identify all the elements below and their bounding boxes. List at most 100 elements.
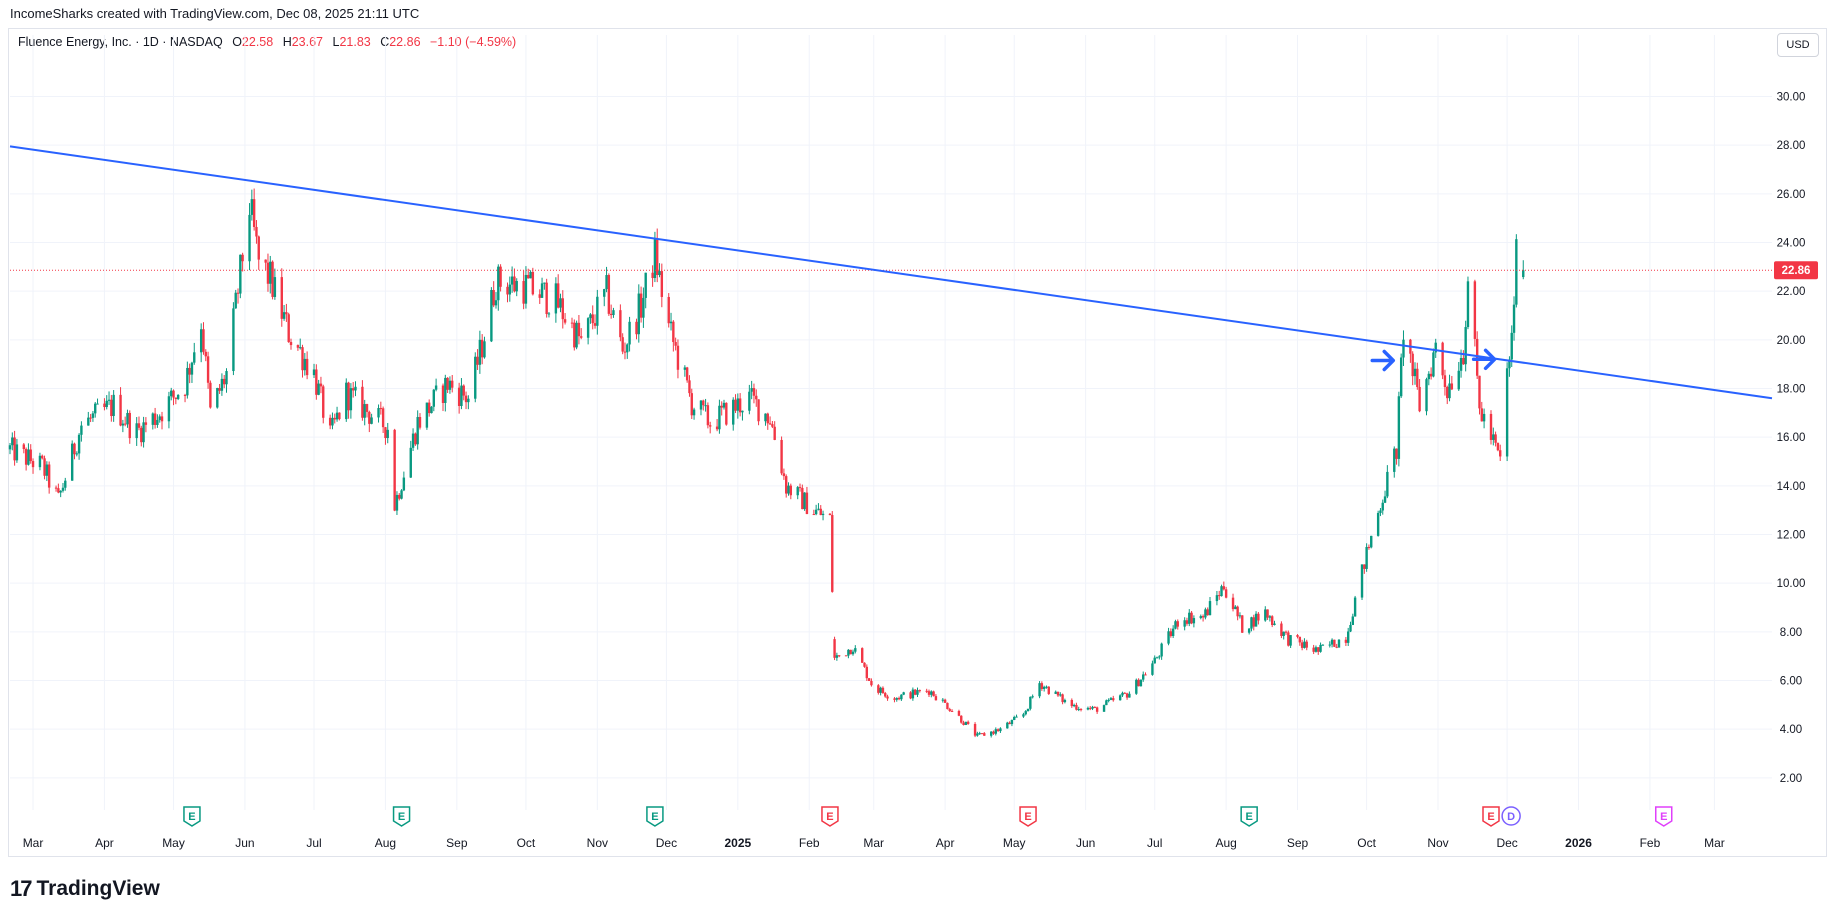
candle-body (345, 382, 348, 420)
candle-body (266, 262, 270, 284)
candle-body (296, 345, 300, 348)
earnings-marker-label: E (1487, 811, 1494, 823)
x-tick-label: Sep (1287, 836, 1309, 850)
candle-body (457, 387, 461, 406)
candle-body (1282, 631, 1285, 636)
tradingview-logo[interactable]: 17 TradingView (10, 876, 160, 902)
candle-body (948, 709, 951, 711)
symbol-description[interactable]: Fluence Energy, Inc. · 1D · NASDAQ (18, 35, 223, 49)
candlestick-series (8, 188, 1525, 738)
candle-body (515, 281, 518, 292)
candle-body (667, 296, 670, 324)
candle-body (271, 261, 274, 297)
earnings-marker-label: E (1660, 811, 1667, 823)
candle-body (38, 455, 42, 468)
x-tick-label: Oct (517, 836, 536, 850)
candle-body (80, 425, 83, 435)
candle-body (1432, 352, 1435, 377)
candle-body (170, 390, 173, 397)
candle-body (1393, 448, 1396, 472)
candle-body (773, 426, 776, 440)
currency-button[interactable]: USD (1777, 33, 1819, 57)
candle-body (1125, 693, 1129, 698)
candle-body (335, 412, 339, 420)
candle-body (596, 296, 599, 326)
x-tick-label: 2025 (724, 836, 751, 850)
candle-body (441, 385, 445, 403)
candle-body (1241, 615, 1244, 633)
candle-body (1448, 383, 1451, 399)
candle-body (886, 696, 889, 699)
candle-body (160, 416, 164, 422)
candle-body (909, 692, 912, 699)
candle-body (128, 412, 131, 439)
candle-body (766, 413, 769, 424)
earnings-marker-shape (183, 806, 201, 827)
candle-body (89, 417, 92, 419)
candle-body (1031, 696, 1034, 698)
earnings-marker-shape (1240, 806, 1258, 827)
candle-body (1171, 628, 1175, 637)
candle-body (1158, 656, 1161, 658)
candle-body (877, 685, 880, 693)
candle-body (434, 385, 438, 390)
candle-body (13, 437, 16, 461)
candle-body (363, 404, 366, 418)
candle-body (1319, 644, 1322, 652)
candle-body (1142, 674, 1145, 680)
candle-body (492, 290, 495, 306)
close-label: C (380, 35, 390, 49)
candle-body (831, 515, 834, 592)
candle-body (1337, 639, 1341, 648)
candle-body (220, 378, 224, 391)
candle-body (916, 690, 919, 695)
candle-body (1464, 327, 1467, 365)
candle-body (918, 690, 921, 692)
candle-body (446, 377, 449, 390)
candle-body (755, 395, 758, 400)
candle-body (460, 385, 463, 406)
candle-body (402, 477, 406, 491)
candle-body (930, 691, 933, 695)
candle-body (1040, 683, 1044, 689)
candle-body (1155, 657, 1159, 659)
x-tick-label: Jul (1147, 836, 1162, 850)
candle-body (1492, 434, 1495, 440)
candle-body (545, 282, 548, 315)
candle-body (1089, 707, 1092, 709)
candle-body (354, 386, 357, 391)
candle-body (768, 423, 772, 425)
candle-body (188, 367, 191, 375)
candle-body (1190, 612, 1193, 624)
candle-body (1013, 717, 1016, 720)
x-tick-label: Jun (1076, 836, 1095, 850)
candle-body (94, 403, 97, 414)
candle-body (718, 405, 721, 430)
candle-body (167, 396, 171, 422)
candle-body (787, 485, 790, 494)
candle-body (29, 449, 32, 462)
candle-body (1206, 609, 1209, 616)
earnings-marker-shape (1655, 806, 1673, 827)
arrow-marker (1370, 349, 1396, 372)
dividend-marker-shape (1501, 806, 1521, 826)
candle-body (1077, 709, 1080, 711)
candle-body (1466, 281, 1470, 328)
candle-body (1208, 601, 1212, 616)
candle-body (338, 412, 341, 420)
candle-body (190, 362, 194, 375)
candle-body (370, 417, 373, 424)
candle-body (893, 698, 896, 700)
candle-body (183, 394, 187, 396)
candle-body (748, 391, 751, 411)
y-tick-label: 24.00 (1777, 238, 1806, 250)
candle-body (699, 400, 703, 410)
x-tick-label: Feb (799, 836, 820, 850)
candle-body (527, 274, 530, 279)
open-value: 22.58 (241, 35, 274, 49)
candle-body (1496, 442, 1500, 451)
y-tick-label: 16.00 (1777, 432, 1806, 444)
candle-body (119, 394, 122, 426)
candle-body (377, 408, 380, 418)
